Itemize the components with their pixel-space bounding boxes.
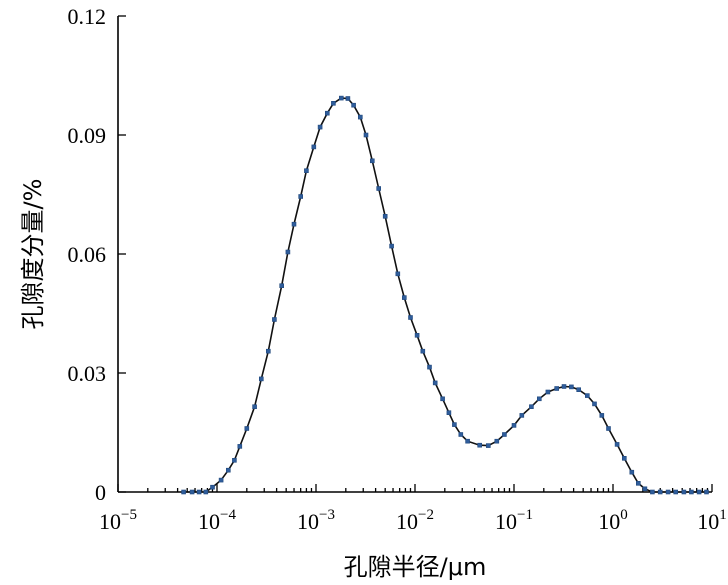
- x-tick-label: 101: [697, 507, 727, 534]
- data-point: [554, 386, 560, 391]
- data-point: [561, 384, 567, 389]
- data-point: [642, 486, 648, 492]
- data-point: [420, 348, 426, 354]
- data-point: [427, 364, 432, 370]
- y-tick-label: 0: [95, 480, 106, 505]
- data-point: [536, 396, 542, 402]
- data-point: [511, 423, 517, 428]
- x-tick-label: 10−5: [99, 507, 137, 534]
- x-axis-label: 孔隙半径/μm: [344, 553, 487, 581]
- data-point: [382, 214, 388, 219]
- data-point: [232, 457, 237, 463]
- data-point: [584, 393, 590, 398]
- data-point: [395, 271, 401, 277]
- data-point: [569, 384, 574, 390]
- data-point: [681, 489, 687, 495]
- data-point: [452, 422, 457, 427]
- data-markers: [181, 95, 709, 495]
- data-point: [324, 110, 330, 116]
- data-point: [196, 489, 202, 495]
- series-line: [183, 97, 707, 493]
- data-point: [317, 124, 323, 130]
- data-point: [357, 114, 363, 120]
- data-point: [519, 413, 525, 418]
- y-axis-label: 孔隙度分量/%: [19, 179, 47, 330]
- data-point: [592, 401, 597, 407]
- data-point: [458, 432, 464, 437]
- x-tick-label: 10−3: [297, 507, 335, 534]
- data-point: [298, 194, 304, 199]
- data-point: [440, 396, 445, 402]
- data-point: [237, 444, 243, 449]
- data-point: [189, 489, 195, 495]
- data-point: [408, 315, 413, 320]
- data-point: [218, 477, 224, 483]
- y-axis-tick-labels: 0 0.03 0.06 0.09 0.12: [68, 4, 107, 505]
- data-point: [673, 489, 679, 495]
- data-point: [351, 102, 356, 108]
- data-point: [401, 295, 407, 300]
- x-tick-label: 10−2: [396, 507, 434, 534]
- data-point: [650, 489, 655, 495]
- x-axis-tick-labels: 10−5 10−4 10−3 10−2 10−1 100 101: [99, 507, 727, 534]
- data-point: [704, 489, 709, 495]
- data-point: [576, 387, 582, 393]
- y-tick-label: 0.09: [68, 123, 107, 148]
- data-point: [621, 455, 627, 461]
- data-point: [477, 442, 483, 448]
- data-point: [665, 489, 671, 495]
- data-point: [502, 432, 507, 437]
- data-point: [485, 443, 491, 448]
- data-point: [369, 158, 375, 164]
- data-point: [414, 332, 420, 338]
- x-tick-label: 100: [598, 507, 628, 534]
- data-point: [465, 438, 470, 444]
- data-point: [331, 101, 336, 106]
- data-point: [210, 484, 215, 490]
- data-point: [226, 467, 231, 473]
- data-point: [629, 469, 635, 475]
- data-point: [272, 317, 277, 322]
- data-point: [389, 243, 394, 249]
- y-tick-label: 0.03: [68, 361, 107, 386]
- data-point: [345, 96, 351, 101]
- data-point: [599, 413, 605, 418]
- data-point: [304, 168, 309, 173]
- x-tick-label: 10−1: [495, 507, 533, 534]
- data-point: [606, 426, 611, 431]
- y-tick-label: 0.12: [68, 4, 107, 29]
- data-point: [432, 380, 438, 386]
- y-axis-ticks: [118, 15, 126, 493]
- data-point: [338, 95, 344, 101]
- data-point: [279, 283, 285, 289]
- x-tick-label: 10−4: [198, 507, 236, 534]
- data-point: [446, 410, 452, 416]
- data-point: [311, 144, 317, 150]
- data-point: [244, 426, 250, 431]
- data-point: [252, 404, 257, 410]
- data-point: [635, 480, 641, 486]
- data-point: [696, 489, 702, 495]
- data-point: [265, 348, 271, 354]
- data-point: [181, 489, 186, 495]
- data-point: [545, 389, 551, 395]
- data-point: [203, 489, 209, 495]
- data-point: [494, 438, 500, 444]
- data-point: [291, 221, 297, 227]
- data-point: [614, 442, 620, 447]
- data-point: [657, 489, 663, 495]
- data-point: [363, 132, 369, 138]
- data-point: [285, 249, 291, 255]
- data-point: [689, 489, 694, 495]
- data-point: [529, 404, 534, 410]
- y-tick-label: 0.06: [68, 242, 107, 267]
- data-point: [258, 376, 264, 382]
- data-point: [376, 186, 382, 191]
